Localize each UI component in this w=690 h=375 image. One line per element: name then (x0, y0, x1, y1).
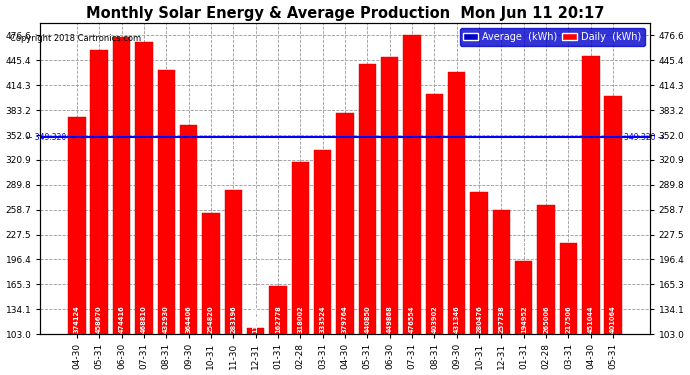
Text: ← 349.320: ← 349.320 (26, 133, 66, 142)
Text: 432930: 432930 (164, 305, 169, 333)
Bar (180, 125, 197, 375)
Bar (292, 162, 309, 375)
Bar (359, 64, 376, 375)
Text: 468810: 468810 (141, 305, 147, 333)
Bar (471, 192, 488, 375)
Bar (247, 328, 264, 375)
Text: 449868: 449868 (386, 305, 393, 333)
Text: Copyright 2018 Cartronics.com: Copyright 2018 Cartronics.com (10, 34, 141, 43)
Bar (157, 70, 175, 375)
Text: 403902: 403902 (431, 305, 437, 333)
Bar (404, 36, 421, 375)
Text: 194952: 194952 (521, 305, 526, 333)
Bar (314, 150, 331, 375)
Bar (560, 243, 577, 375)
Text: 379764: 379764 (342, 305, 348, 333)
Bar (113, 37, 130, 375)
Text: 333524: 333524 (319, 305, 326, 333)
Bar (224, 190, 242, 375)
Title: Monthly Solar Energy & Average Production  Mon Jun 11 20:17: Monthly Solar Energy & Average Productio… (86, 6, 604, 21)
Text: 458670: 458670 (96, 305, 102, 333)
Legend: Average  (kWh), Daily  (kWh): Average (kWh), Daily (kWh) (460, 28, 644, 46)
Bar (515, 261, 533, 375)
Text: 254820: 254820 (208, 305, 214, 333)
Bar (493, 210, 510, 375)
Bar (135, 42, 152, 375)
Bar (582, 56, 600, 375)
Text: 283196: 283196 (230, 305, 236, 333)
Text: 401064: 401064 (610, 305, 616, 333)
Text: 280476: 280476 (476, 305, 482, 333)
Text: 162778: 162778 (275, 305, 281, 333)
Bar (448, 72, 466, 375)
Text: 451044: 451044 (588, 305, 594, 333)
Bar (90, 50, 108, 375)
Text: 374124: 374124 (74, 305, 80, 333)
Text: 110342: 110342 (253, 305, 259, 333)
Bar (68, 117, 86, 375)
Text: 349.320 →: 349.320 → (624, 133, 664, 142)
Text: 364406: 364406 (186, 305, 192, 333)
Bar (604, 96, 622, 375)
Bar (336, 113, 354, 375)
Bar (426, 93, 443, 375)
Text: 257738: 257738 (498, 305, 504, 333)
Text: 265006: 265006 (543, 305, 549, 333)
Text: 431346: 431346 (454, 305, 460, 333)
Text: 217506: 217506 (565, 305, 571, 333)
Bar (381, 57, 398, 375)
Bar (538, 205, 555, 375)
Bar (202, 213, 219, 375)
Text: 476554: 476554 (409, 306, 415, 333)
Bar (269, 286, 286, 375)
Text: 440850: 440850 (364, 305, 371, 333)
Text: 474416: 474416 (119, 305, 125, 333)
Text: 318002: 318002 (297, 305, 304, 333)
